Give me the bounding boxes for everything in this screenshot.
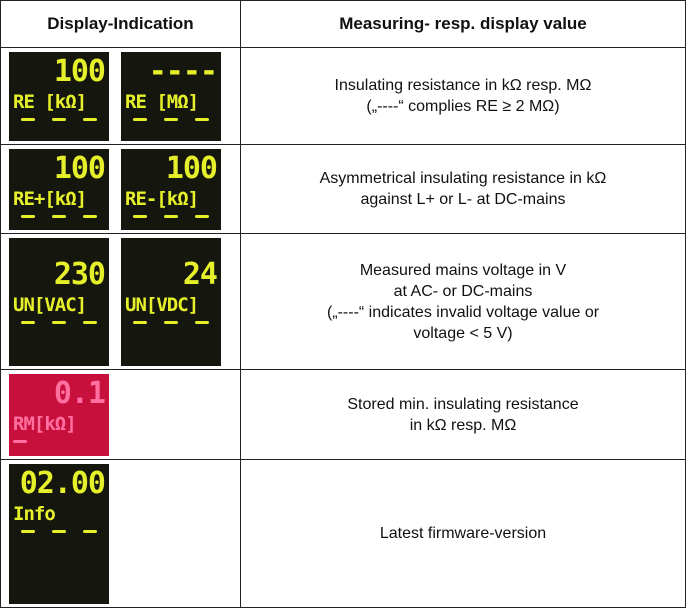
lcd-dash <box>51 529 66 533</box>
description-cell: Insulating resistance in kΩ resp. MΩ („--… <box>240 47 686 145</box>
description-line: Insulating resistance in kΩ resp. MΩ <box>334 77 592 94</box>
description-cell: Stored min. insulating resistance in kΩ r… <box>240 369 686 460</box>
lcd-dash <box>82 117 97 121</box>
lcd-bottom: Info <box>13 502 56 525</box>
lcd-display: 100 RE [kΩ] <box>9 51 109 141</box>
lcd-dash <box>82 529 97 533</box>
lcd-dash <box>194 117 209 121</box>
lcd-dash <box>194 214 209 218</box>
lcd-display: 230 UN[VAC] <box>9 237 109 366</box>
lcd-top: 02.00 <box>19 465 106 501</box>
lcd-bottom: RE [MΩ] <box>125 90 199 113</box>
lcd-top: 100 <box>53 53 106 89</box>
lcd-dashes <box>13 437 105 445</box>
lcd-dash <box>133 214 148 218</box>
table-row: 230 UN[VAC] 24 UN[VDC] Measured mains voltag… <box>0 233 686 370</box>
description-line: („----“ complies RE ≥ 2 MΩ) <box>366 98 560 115</box>
description-line: at AC- or DC-mains <box>393 282 533 300</box>
lcd-top: 0.1 <box>53 375 106 411</box>
lcd-dash <box>82 320 97 324</box>
lcd-dash <box>163 320 178 324</box>
header-cell: Display-Indication <box>0 0 241 48</box>
description-cell: Measured mains voltage in V at AC- or DC-… <box>240 233 686 370</box>
lcd-dashes <box>13 527 105 535</box>
lcd-dashes <box>13 115 105 123</box>
lcd-dash <box>21 214 36 218</box>
lcd-bottom: RE [kΩ] <box>13 90 87 113</box>
lcd-display: 100 RE+[kΩ] <box>9 148 109 230</box>
lcd-dashes <box>125 212 217 220</box>
lcd-display: 24 UN[VDC] <box>121 237 221 366</box>
description-line: Measured mains voltage in V <box>359 261 567 279</box>
lcd-dash <box>133 320 148 324</box>
display-cell: 100 RE [kΩ] ---- RE [MΩ] <box>0 47 241 145</box>
lcd-dashes <box>13 318 105 326</box>
table-row: 0.1 RM[kΩ] Stored min. insulating resistan… <box>0 369 686 460</box>
lcd-bottom: UN[VAC] <box>13 293 87 316</box>
lcd-dash <box>133 117 148 121</box>
lcd-dash <box>21 320 36 324</box>
lcd-display: 100 RE-[kΩ] <box>121 148 221 230</box>
table-row: 100 RE+[kΩ] 100 RE-[kΩ] Asymmetrical insulat… <box>0 144 686 234</box>
lcd-dash <box>163 214 178 218</box>
lcd-top: 230 <box>53 256 106 292</box>
lcd-top: 100 <box>53 150 106 186</box>
lcd-top: 100 <box>165 150 218 186</box>
description-cell: Latest firmware-version <box>240 459 686 608</box>
lcd-bottom: RM[kΩ] <box>13 412 77 435</box>
table-row: 100 RE [kΩ] ---- RE [MΩ] Insulating resistan… <box>0 47 686 145</box>
description-cell: Asymmetrical insulating resistance in kΩ… <box>240 144 686 234</box>
description-line: voltage < 5 V) <box>413 324 513 342</box>
display-cell: 230 UN[VAC] 24 UN[VDC] <box>0 233 241 370</box>
description-line: in kΩ resp. MΩ <box>409 416 517 434</box>
description-line: Asymmetrical insulating resistance in kΩ <box>319 170 607 187</box>
header-cell: Measuring- resp. display value <box>240 0 686 48</box>
description-line: („----“ indicates invalid voltage value … <box>326 303 600 321</box>
lcd-dash <box>163 117 178 121</box>
lcd-display: ---- RE [MΩ] <box>121 51 221 141</box>
lcd-dash <box>51 320 66 324</box>
description-line: Latest firmware-version <box>379 525 547 542</box>
lcd-dashes <box>13 212 105 220</box>
lcd-bottom: UN[VDC] <box>125 293 199 316</box>
header-row: Display-Indication Measuring- resp. disp… <box>0 0 686 48</box>
lcd-dash <box>13 439 27 443</box>
lcd-dash <box>194 320 209 324</box>
lcd-top: 24 <box>182 256 218 292</box>
display-cell: 100 RE+[kΩ] 100 RE-[kΩ] <box>0 144 241 234</box>
lcd-display: 02.00 Info <box>9 463 109 604</box>
description-line: against L+ or L- at DC-mains <box>360 191 566 208</box>
lcd-dash <box>51 214 66 218</box>
table-row: 02.00 Info Latest firmware-version <box>0 459 686 608</box>
lcd-dash <box>82 214 97 218</box>
display-cell: 02.00 Info <box>0 459 241 608</box>
lcd-dash <box>21 117 36 121</box>
lcd-dashes <box>125 115 217 123</box>
lcd-top: ---- <box>148 53 218 89</box>
lcd-display: 0.1 RM[kΩ] <box>9 373 109 456</box>
display-cell: 0.1 RM[kΩ] <box>0 369 241 460</box>
lcd-bottom: RE-[kΩ] <box>125 187 199 210</box>
lcd-dashes <box>125 318 217 326</box>
lcd-dash <box>51 117 66 121</box>
lcd-bottom: RE+[kΩ] <box>13 187 87 210</box>
description-line: Stored min. insulating resistance <box>347 395 579 413</box>
lcd-dash <box>21 529 36 533</box>
